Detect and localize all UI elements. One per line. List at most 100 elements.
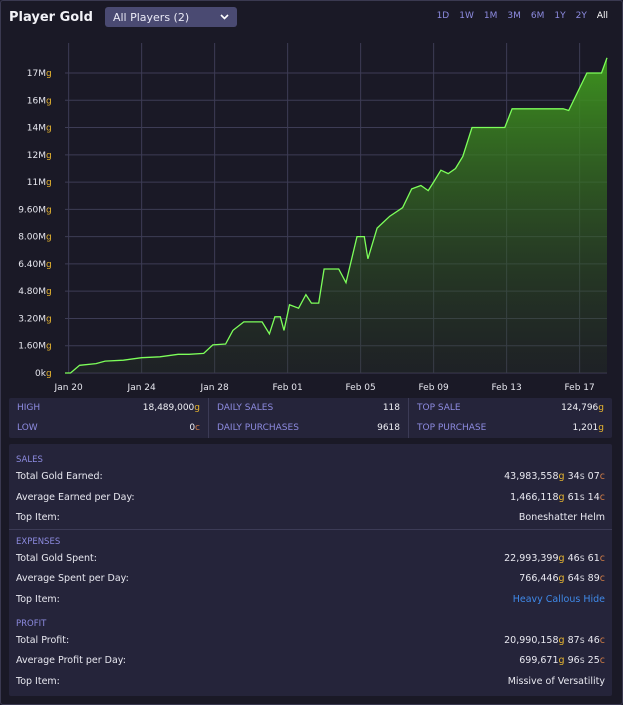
range-all-button[interactable]: All <box>596 11 608 21</box>
silver-amount: 61 <box>567 492 580 503</box>
x-tick-label: Feb 13 <box>492 383 522 393</box>
silver-unit: s <box>579 471 585 482</box>
profit-section-title: PROFIT <box>16 619 47 629</box>
stat-top-purchase-value: 1,201g <box>573 423 604 433</box>
copper-unit: c <box>599 471 605 482</box>
y-tick-label: 3.20M <box>18 314 46 324</box>
x-tick-label: Feb 17 <box>565 383 595 393</box>
gold-unit: g <box>558 655 565 666</box>
expenses-avg-value: 766,446g 64s 89c <box>519 573 605 584</box>
silver-unit: s <box>579 573 585 584</box>
y-tick-label: 6.40M <box>18 260 46 270</box>
gold-unit: g <box>46 369 52 379</box>
section-divider <box>9 529 612 530</box>
gold-unit: g <box>598 403 604 413</box>
range-1d-button[interactable]: 1D <box>436 11 450 21</box>
chart-svg: 0k g1.60M g3.20M g4.80M g6.40M g8.00M g9.60M g1… <box>18 43 608 393</box>
copper-amount: 89 <box>587 573 600 584</box>
y-tick-label: 12M <box>27 151 46 161</box>
sales-top-item-value: Boneshatter Helm <box>518 512 605 523</box>
copper-unit: c <box>599 492 605 503</box>
stat-high-value: 18,489,000g <box>143 403 200 413</box>
stat-low: LOW 0c <box>17 418 200 438</box>
y-tick-label: 16M <box>27 96 46 106</box>
stat-high-label: HIGH <box>17 403 41 413</box>
stats-col-range: HIGH 18,489,000g LOW 0c <box>9 398 209 438</box>
stat-top-purchase-label: TOP PURCHASE <box>417 423 487 433</box>
copper-unit: c <box>599 553 605 564</box>
expenses-top-item-row: Top Item: Heavy Callous Hide <box>16 594 605 605</box>
silver-amount: 64 <box>567 573 580 584</box>
silver-amount: 34 <box>567 471 580 482</box>
gold-unit: g <box>46 178 52 188</box>
sales-section-title: SALES <box>16 455 43 465</box>
silver-unit: s <box>579 635 585 646</box>
expenses-total-label: Total Gold Spent: <box>16 553 97 564</box>
y-tick-label: 0k <box>35 369 47 379</box>
gold-unit: g <box>46 314 52 324</box>
sales-avg-label: Average Earned per Day: <box>16 492 135 503</box>
x-axis-labels: Jan 20 Jan 24 Jan 28 Feb 01 Feb 05 Feb 09 Feb … <box>54 383 595 393</box>
gold-amount: 1,466,118 <box>510 492 559 503</box>
x-tick-label: Feb 09 <box>419 383 450 393</box>
y-tick-label: 1.60M <box>18 342 46 352</box>
stat-top-sale-value: 124,796g <box>561 403 604 413</box>
time-range-selector: 1D 1W 1M 3M 6M 1Y 2Y All <box>427 11 608 21</box>
expenses-top-item-link[interactable]: Heavy Callous Hide <box>512 594 605 605</box>
player-select-dropdown[interactable]: All Players (2) <box>104 7 237 27</box>
y-tick-label: 9.60M <box>18 205 46 215</box>
range-2y-button[interactable]: 2Y <box>575 11 587 21</box>
range-1y-button[interactable]: 1Y <box>554 11 566 21</box>
gold-unit: g <box>558 635 565 646</box>
profit-top-item-label: Top Item: <box>16 676 60 687</box>
sales-total-row: Total Gold Earned: 43,983,558g 34s 07c <box>16 471 605 482</box>
stat-daily-purchases-value: 9618 <box>377 423 400 433</box>
sales-avg-row: Average Earned per Day: 1,466,118g 61s 1… <box>16 492 605 503</box>
y-axis-labels: 0k g1.60M g3.20M g4.80M g6.40M g8.00M g9.60M g1… <box>18 69 52 379</box>
y-tick-label: 14M <box>27 124 46 134</box>
range-6m-button[interactable]: 6M <box>530 11 545 21</box>
silver-amount: 96 <box>567 655 580 666</box>
silver-unit: s <box>579 492 585 503</box>
gold-unit: g <box>558 553 565 564</box>
gold-unit: g <box>558 471 565 482</box>
profit-avg-label: Average Profit per Day: <box>16 655 126 666</box>
chevron-down-icon <box>220 12 229 23</box>
y-tick-label: 11M <box>27 178 46 188</box>
gold-unit: g <box>598 423 604 433</box>
gold-amount: 699,671 <box>519 655 559 666</box>
copper-amount: 14 <box>587 492 600 503</box>
copper-amount: 46 <box>587 635 600 646</box>
gold-unit: g <box>46 260 52 270</box>
x-tick-label: Jan 28 <box>200 383 229 393</box>
y-tick-label: 17M <box>27 69 46 79</box>
gold-unit: g <box>46 205 52 215</box>
expenses-avg-row: Average Spent per Day: 766,446g 64s 89c <box>16 573 605 584</box>
silver-amount: 87 <box>567 635 580 646</box>
range-1m-button[interactable]: 1M <box>483 11 498 21</box>
gold-unit: g <box>46 124 52 134</box>
stat-top-sale-amount: 124,796 <box>561 403 599 413</box>
profit-avg-value: 699,671g 96s 25c <box>519 655 605 666</box>
range-1w-button[interactable]: 1W <box>459 11 474 21</box>
expenses-section-title: EXPENSES <box>16 537 61 547</box>
stat-low-label: LOW <box>17 423 38 433</box>
player-select-value: All Players (2) <box>112 10 190 24</box>
details-panel: SALES Total Gold Earned: 43,983,558g 34s… <box>9 444 612 696</box>
stat-daily-purchases: DAILY PURCHASES 9618 <box>217 418 400 438</box>
gold-unit: g <box>194 403 200 413</box>
range-3m-button[interactable]: 3M <box>507 11 521 21</box>
panel-title: Player Gold <box>9 9 93 25</box>
stats-col-daily: DAILY SALES 118 DAILY PURCHASES 9618 <box>209 398 409 438</box>
copper-unit: c <box>195 423 200 433</box>
sales-avg-value: 1,466,118g 61s 14c <box>510 492 605 503</box>
gold-unit: g <box>46 287 52 297</box>
silver-unit: s <box>579 655 585 666</box>
sales-total-value: 43,983,558g 34s 07c <box>504 471 605 482</box>
stat-daily-sales-value: 118 <box>382 403 400 413</box>
y-tick-label: 8.00M <box>18 233 46 243</box>
gold-unit: g <box>46 233 52 243</box>
copper-amount: 07 <box>587 471 600 482</box>
profit-total-row: Total Profit: 20,990,158g 87s 46c <box>16 635 605 646</box>
gold-series-line <box>65 57 608 374</box>
